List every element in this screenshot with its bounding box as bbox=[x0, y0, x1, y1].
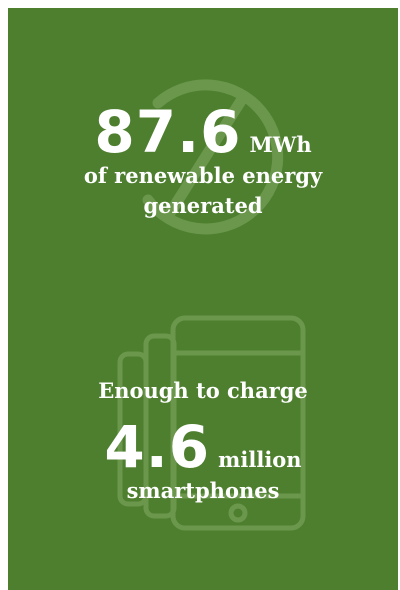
smartphone-stat: Enough to charge 4.6 million smartphones bbox=[8, 376, 398, 506]
energy-caption-line1: of renewable energy bbox=[83, 163, 323, 188]
smartphone-caption: smartphones bbox=[126, 478, 280, 503]
smartphone-value-row: 4.6 million bbox=[8, 418, 398, 476]
energy-unit: MWh bbox=[249, 132, 312, 157]
smartphone-value: 4.6 bbox=[104, 413, 211, 481]
smartphone-unit: million bbox=[218, 447, 302, 472]
smartphone-intro: Enough to charge bbox=[98, 378, 308, 403]
energy-value-row: 87.6 MWh bbox=[8, 103, 398, 161]
energy-caption-line2: generated bbox=[143, 193, 263, 218]
energy-value: 87.6 bbox=[94, 98, 242, 166]
energy-stat: 87.6 MWh of renewable energy generated bbox=[8, 103, 398, 221]
energy-stats-card: 87.6 MWh of renewable energy generated E… bbox=[8, 8, 398, 590]
